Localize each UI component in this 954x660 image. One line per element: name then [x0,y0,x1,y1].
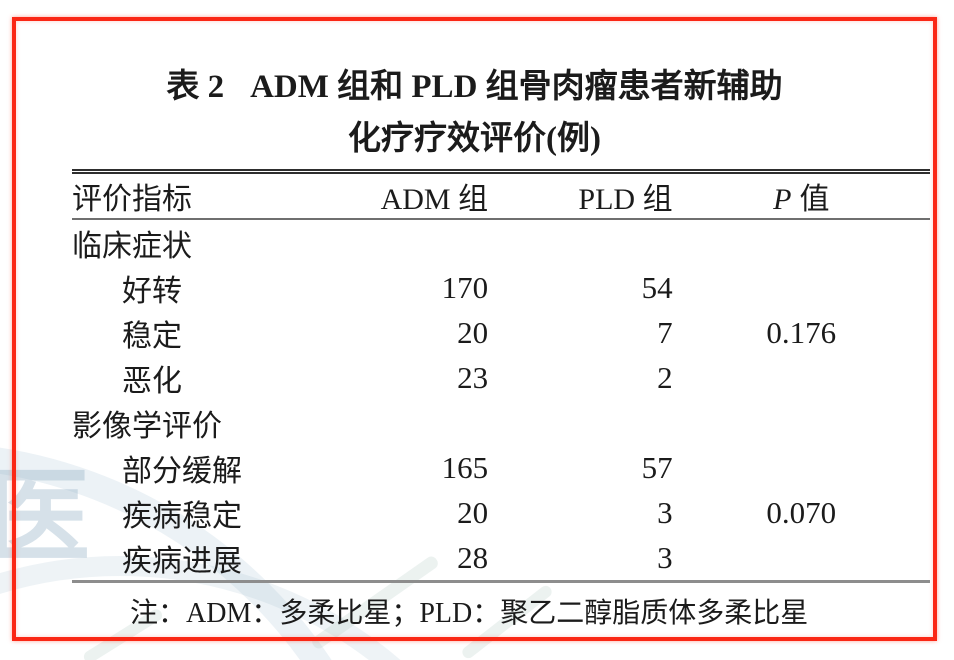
adm-value [321,219,488,265]
header-indicator: 评价指标 [72,171,321,220]
row-label: 疾病稳定 [122,499,242,533]
table-row: 临床症状 [72,219,930,265]
table-note: 注：ADM：多柔比星；PLD：聚乙二醇脂质体多柔比星 [130,598,809,629]
p-value [673,445,930,490]
adm-value [321,400,488,445]
table-row: 疾病稳定 20 3 0.070 [72,490,930,535]
table-caption-text: ADM 组和 PLD 组骨肉瘤患者新辅助 [250,69,783,105]
annotation-frame: 表 2 ADM 组和 PLD 组骨肉瘤患者新辅助 化疗疗效评价(例) 评价指标 A… [12,17,937,641]
p-value [673,355,930,400]
header-pld-group: PLD 组 [488,171,673,220]
pld-value: 2 [657,359,673,395]
row-label: 影像学评价 [72,409,222,443]
adm-value: 28 [457,539,489,575]
table-row: 疾病进展 28 3 [72,535,930,582]
pld-value [488,400,672,445]
adm-value: 20 [457,494,489,530]
p-value [673,535,930,582]
adm-value: 170 [441,269,489,305]
p-value [673,219,930,265]
table-row: 好转 170 54 [72,265,930,310]
p-value [673,265,930,310]
p-value: 0.176 [766,314,837,350]
adm-value: 165 [441,449,489,485]
table-row: 部分缓解 165 57 [72,445,930,490]
row-label: 稳定 [122,319,182,353]
row-label: 恶化 [122,364,182,398]
p-symbol: P [773,183,792,216]
adm-value: 23 [457,359,489,395]
header-adm-group: ADM 组 [320,171,489,220]
table-caption-tag: 表 2 [166,69,225,105]
p-value: 0.070 [766,494,837,530]
pld-value: 54 [641,269,673,305]
pld-value [488,219,672,265]
table-row: 恶化 23 2 [72,355,930,400]
row-label: 疾病进展 [122,544,242,578]
row-label: 好转 [122,274,182,308]
p-value [673,400,930,445]
pld-value: 57 [641,449,673,485]
table-title-line2: 化疗疗效评价(例) [348,121,601,157]
adm-value: 20 [457,314,489,350]
p-text: 值 [799,183,830,216]
row-label: 临床症状 [72,229,192,263]
pld-value: 3 [657,539,673,575]
table-row: 影像学评价 [72,400,930,445]
pld-value: 7 [657,314,673,350]
table-row: 稳定 20 7 0.176 [72,310,930,355]
table-title-line1: 表 2 ADM 组和 PLD 组骨肉瘤患者新辅助 [16,59,933,107]
row-label: 部分缓解 [122,454,242,488]
pld-value: 3 [657,494,673,530]
